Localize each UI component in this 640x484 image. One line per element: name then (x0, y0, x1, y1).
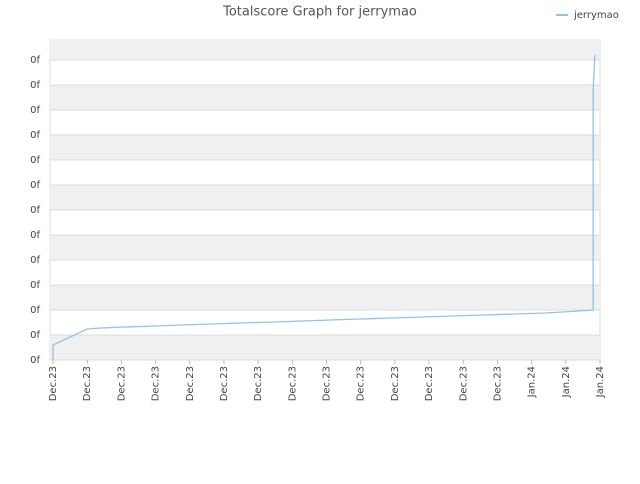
band (50, 235, 600, 260)
x-tick-label: Jan.24 (595, 366, 606, 398)
y-tick-label: 0f (30, 330, 40, 341)
x-tick-label: Dec.23 (322, 366, 333, 401)
y-tick-label: 0f (30, 355, 40, 366)
band (50, 335, 600, 360)
chart-title: Totalscore Graph for jerrymao (222, 5, 417, 20)
band (50, 185, 600, 210)
y-tick-label: 0f (30, 280, 40, 291)
band (50, 40, 600, 60)
x-tick-label: Dec.23 (253, 366, 264, 401)
y-tick-label: 0f (30, 305, 40, 316)
x-tick-label: Dec.23 (151, 366, 162, 401)
x-tick-label: Dec.23 (424, 366, 435, 401)
x-tick-label: Dec.23 (287, 366, 298, 401)
x-tick-label: Dec.23 (458, 366, 469, 401)
y-tick-label: 0f (30, 80, 40, 91)
y-tick-label: 0f (30, 130, 40, 141)
band (50, 285, 600, 310)
x-tick-label: Dec.23 (48, 366, 59, 401)
x-tick-label: Dec.23 (185, 366, 196, 401)
y-tick-label: 0f (30, 105, 40, 116)
x-tick-label: Jan.24 (527, 366, 538, 398)
x-tick-label: Dec.23 (219, 366, 230, 401)
x-tick-label: Dec.23 (390, 366, 401, 401)
legend-label: jerrymao (573, 10, 619, 21)
x-tick-label: Dec.23 (356, 366, 367, 401)
y-tick-label: 0f (30, 155, 40, 166)
y-tick-label: 0f (30, 255, 40, 266)
band (50, 135, 600, 160)
y-tick-label: 0f (30, 230, 40, 241)
y-tick-label: 0f (30, 180, 40, 191)
x-tick-label: Dec.23 (116, 366, 127, 401)
band (50, 85, 600, 110)
x-tick-label: Dec.23 (82, 366, 93, 401)
x-tick-label: Jan.24 (561, 366, 572, 398)
x-tick-label: Dec.23 (492, 366, 503, 401)
y-tick-label: 0f (30, 55, 40, 66)
data-line (52, 54, 596, 360)
y-tick-label: 0f (30, 205, 40, 216)
